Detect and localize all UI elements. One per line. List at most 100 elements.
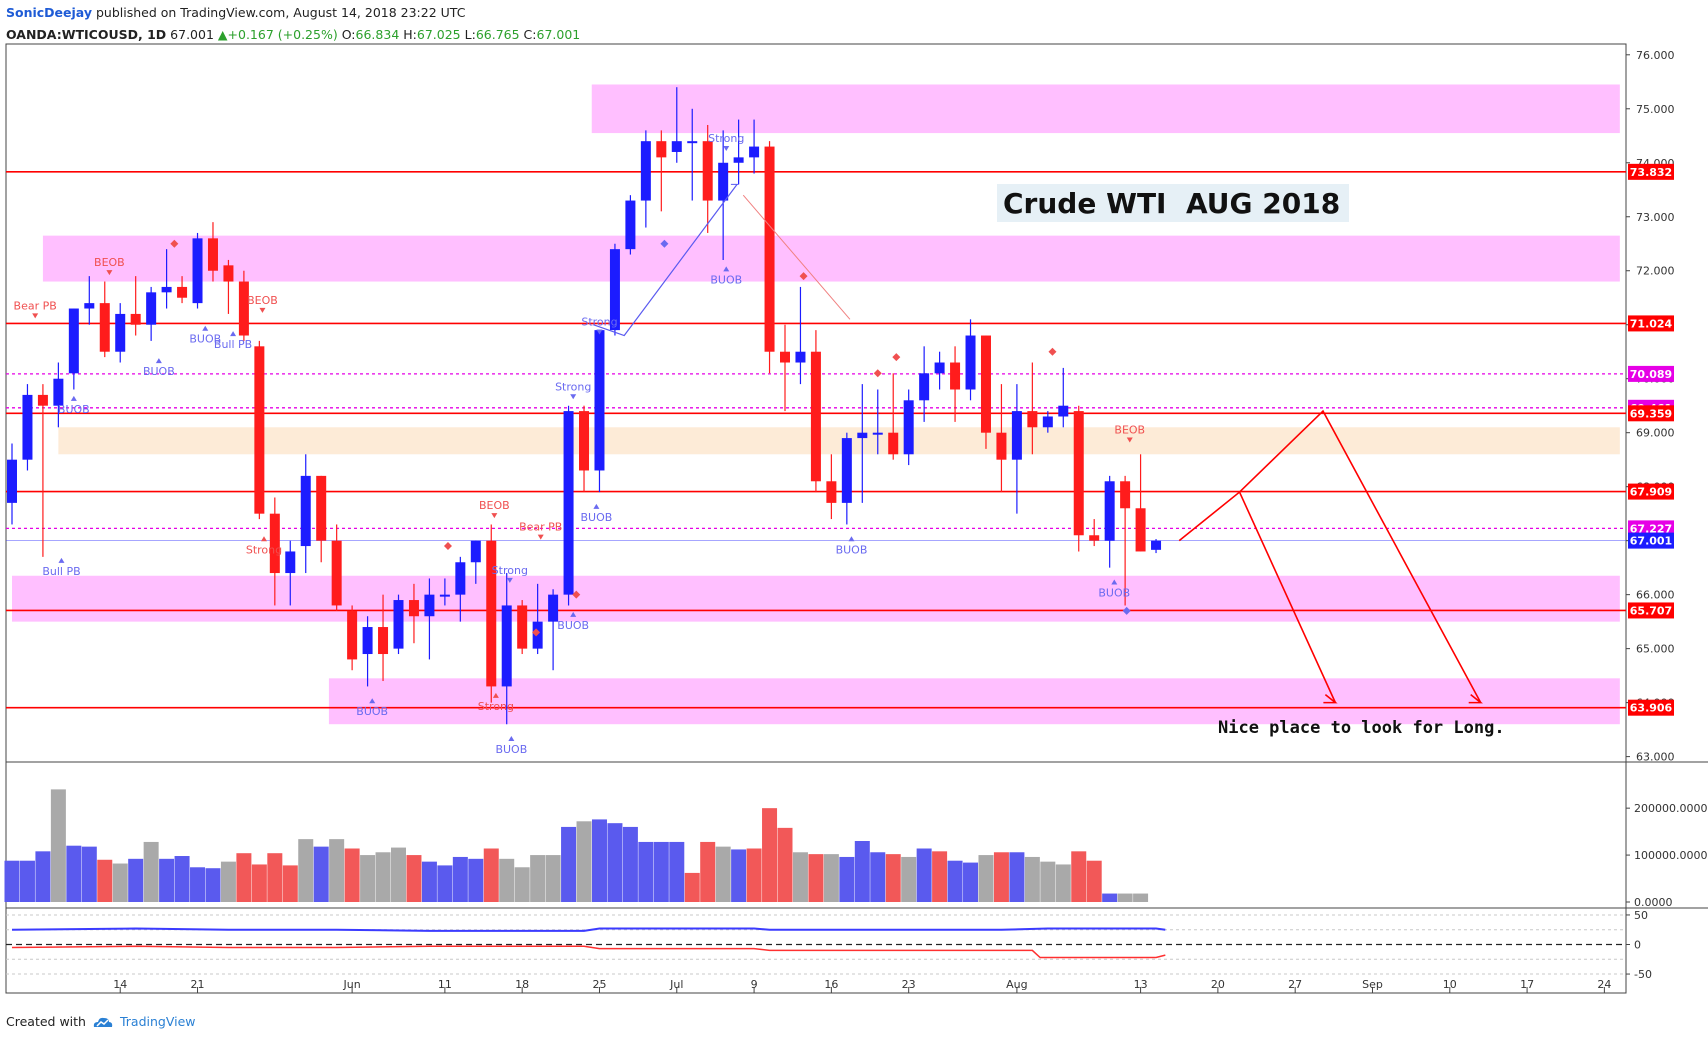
bear-candle [99,303,110,352]
diamond-marker-icon [892,353,901,362]
x-tick-label: 21 [191,978,205,991]
bear-candle [254,346,265,514]
bull-candle [857,432,868,439]
bull-candle [609,249,620,331]
pattern-arrow-icon [593,503,600,509]
x-tick-label: Aug [1006,978,1027,991]
volume-bar [622,826,638,902]
bear-candle [888,432,899,455]
tradingview-link[interactable]: TradingView [119,1014,196,1029]
volume-bar [823,854,839,902]
pattern-arrow-icon [570,394,577,400]
pattern-arrow-icon [58,557,65,563]
bull-candle [115,313,126,352]
volume-bar [360,855,376,902]
pattern-label: Strong [708,132,744,145]
volume-bar [514,867,530,902]
pattern-label: Strong [555,380,591,393]
level-price-label: 65.707 [1630,604,1672,617]
bull-candle [795,351,806,363]
volume-bar [437,865,453,902]
x-tick-label: 25 [592,978,606,991]
volume-bar [762,808,778,902]
supply-demand-zone [591,84,1620,134]
bull-candle [671,141,682,152]
volume-bar [251,864,267,902]
pattern-label: BUOB [495,743,527,756]
volume-bar [35,851,51,902]
chart-annotation: Nice place to look for Long. [1218,718,1505,738]
pattern-arrow-icon [492,692,499,698]
pattern-label: BEOB [94,256,125,269]
level-price-label: 73.832 [1630,166,1672,179]
author-link[interactable]: SonicDeejay [6,5,92,20]
volume-bar [159,858,175,902]
volume-bar [174,856,190,902]
projection-arrowhead-icon [1323,693,1338,704]
bull-candle [470,540,481,563]
volume-bar [19,860,35,902]
bear-candle [996,432,1007,460]
diamond-marker-icon [572,590,581,599]
pattern-arrow-icon [106,270,113,276]
bear-candle [177,286,188,298]
bear-candle [486,540,497,687]
volume-bar [344,848,360,902]
pattern-arrow-icon [1111,579,1118,585]
pattern-label: BUOB [836,543,868,556]
pattern-label: Strong [581,316,617,329]
ohlc-high: H:67.025 [403,27,461,42]
y-tick-label: 76.000 [1636,49,1675,62]
volume-bar [653,841,669,902]
x-tick-label: 11 [438,978,452,991]
supply-demand-zone [12,575,1620,622]
symbol-line: OANDA:WTICOUSD, 1D 67.001 ▲+0.167 (+0.25… [6,24,580,46]
pattern-label: Strong [246,543,282,556]
supply-demand-zone [42,235,1620,282]
pattern-label: Bear PB [14,299,57,312]
bull-candle [22,394,33,460]
pattern-arrow-icon [491,513,498,519]
volume-bar [282,865,298,902]
bull-candle [563,411,574,595]
volume-tick-label: 100000.0000 [1634,849,1707,862]
pattern-label: BEOB [479,499,510,512]
pattern-label: Bull PB [42,565,80,578]
bear-candle [207,238,218,271]
projection-path [1238,491,1337,703]
volume-bar [4,860,20,902]
bull-candle [903,400,914,455]
projection-path [1178,409,1482,703]
bear-candle [408,600,419,617]
bear-candle [130,313,141,325]
volume-bar [1055,864,1071,902]
bull-candle [718,162,729,201]
pattern-label: BUOB [580,511,612,524]
volume-bar [669,841,685,902]
volume-bar [452,856,468,902]
level-price-label: 70.089 [1630,368,1672,381]
volume-bar [530,855,546,902]
bear-candle [37,394,48,406]
symbol-name[interactable]: OANDA:WTICOUSD, 1D [6,27,167,42]
plot-frame [5,43,1627,994]
volume-bar [143,841,159,902]
bull-candle [439,594,450,597]
volume-bar [468,858,484,902]
volume-bar [1071,851,1087,902]
bear-candle [826,481,837,503]
bull-candle [285,551,296,574]
volume-bar [329,839,345,902]
x-tick-label: 20 [1211,978,1225,991]
diamond-marker-icon [873,369,882,378]
volume-bar [947,860,963,902]
diamond-marker-icon [170,239,179,248]
x-tick-label: 16 [824,978,838,991]
osc-line-blue [11,927,1166,932]
title-box [997,184,1349,222]
bull-candle [362,627,373,655]
bull-candle [594,330,605,471]
bear-candle [316,475,327,541]
pattern-arrow-icon [723,145,730,151]
